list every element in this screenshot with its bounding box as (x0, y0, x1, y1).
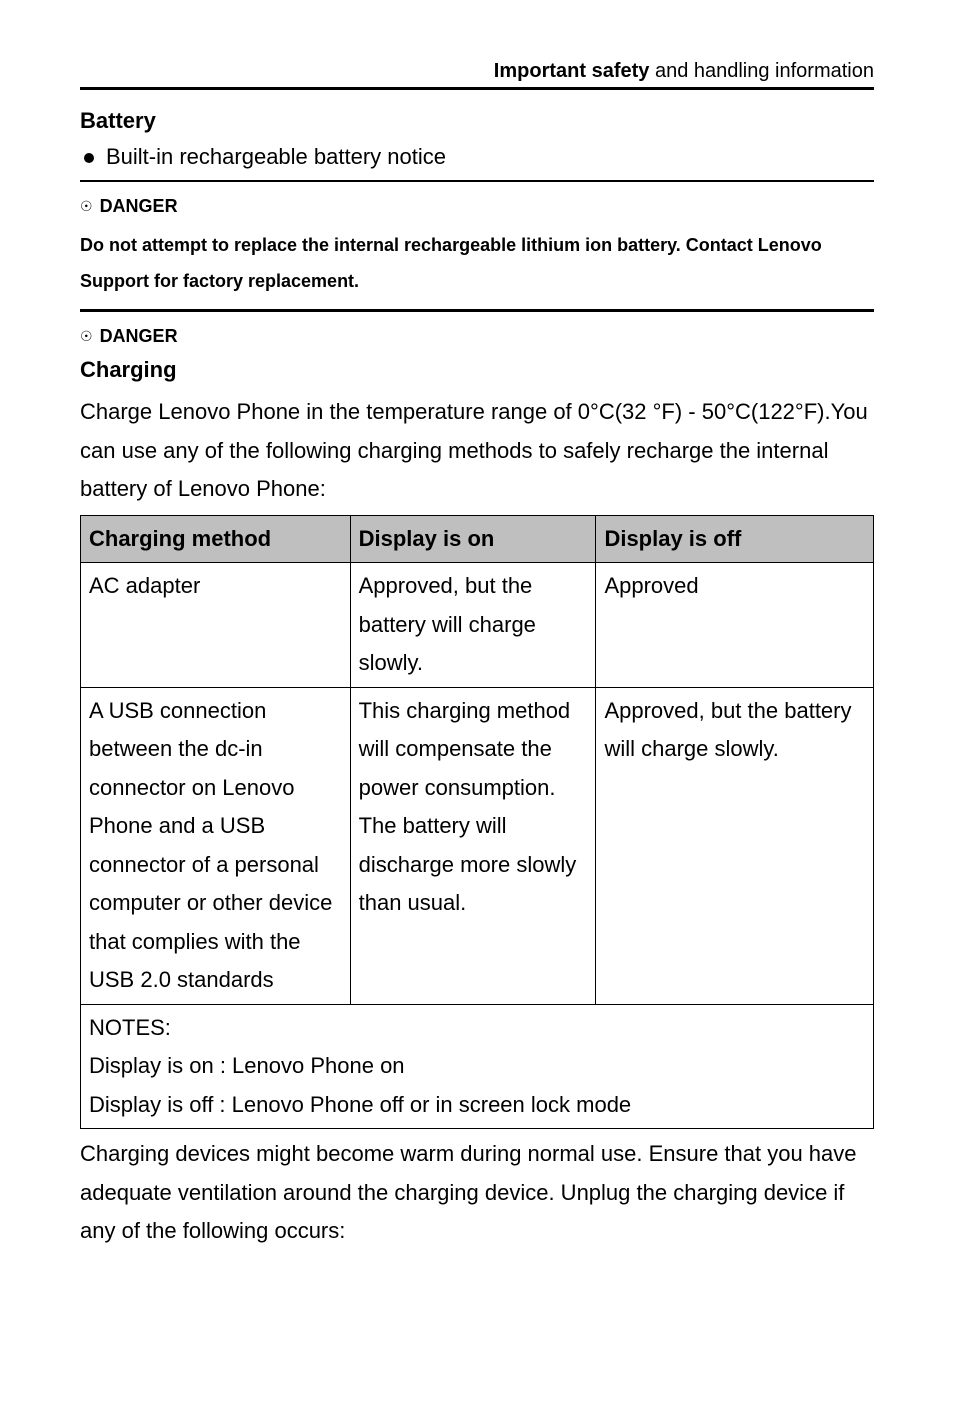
table-notes-cell: NOTES: Display is on : Lenovo Phone on D… (81, 1004, 874, 1129)
cell-display-off: Approved (596, 563, 874, 688)
danger-icon: ☉ (80, 328, 93, 345)
header-bold: Important safety (494, 60, 650, 82)
divider (80, 309, 874, 312)
table-header-row: Charging method Display is on Display is… (81, 515, 874, 563)
danger-2-label-row: ☉ DANGER (80, 326, 874, 347)
table-notes-row: NOTES: Display is on : Lenovo Phone on D… (81, 1004, 874, 1129)
table-row: AC adapter Approved, but the battery wil… (81, 563, 874, 688)
col-header-display-off: Display is off (596, 515, 874, 563)
battery-title: Battery (80, 108, 874, 134)
notes-line-1: Display is on : Lenovo Phone on (89, 1047, 865, 1086)
notes-line-2: Display is off : Lenovo Phone off or in … (89, 1086, 865, 1125)
danger-1-label: DANGER (100, 196, 178, 217)
danger-icon: ☉ (80, 198, 93, 215)
cell-display-on: Approved, but the battery will charge sl… (350, 563, 596, 688)
danger-2-label: DANGER (100, 326, 178, 347)
table-row: A USB connection between the dc-in conne… (81, 687, 874, 1004)
danger-1-label-row: ☉ DANGER (80, 196, 874, 217)
col-header-method: Charging method (81, 515, 351, 563)
cell-method: AC adapter (81, 563, 351, 688)
running-header: Important safety and handling informatio… (80, 60, 874, 90)
header-rest: and handling information (649, 60, 874, 82)
notes-title: NOTES: (89, 1009, 865, 1048)
danger-1-text: Do not attempt to replace the internal r… (80, 227, 874, 299)
charging-title: Charging (80, 357, 874, 383)
cell-display-off: Approved, but the battery will charge sl… (596, 687, 874, 1004)
col-header-display-on: Display is on (350, 515, 596, 563)
charging-after-text: Charging devices might become warm durin… (80, 1135, 874, 1251)
charging-intro: Charge Lenovo Phone in the temperature r… (80, 393, 874, 509)
cell-method: A USB connection between the dc-in conne… (81, 687, 351, 1004)
page-root: Important safety and handling informatio… (0, 0, 954, 1311)
cell-display-on: This charging method will compensate the… (350, 687, 596, 1004)
battery-bullet-text: Built-in rechargeable battery notice (106, 144, 446, 170)
charging-table: Charging method Display is on Display is… (80, 515, 874, 1130)
battery-bullet-row: Built-in rechargeable battery notice (80, 144, 874, 182)
bullet-icon (84, 153, 94, 163)
